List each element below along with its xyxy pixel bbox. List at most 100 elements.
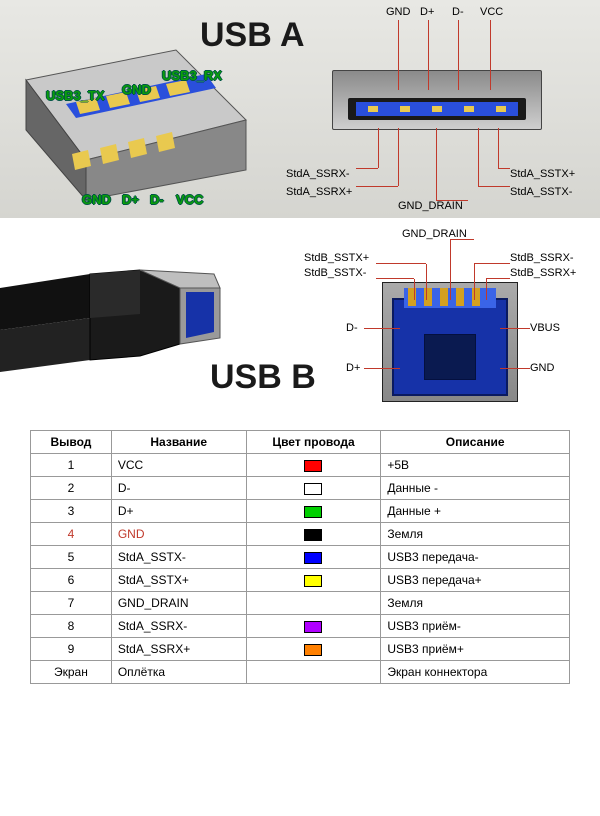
cell-color xyxy=(246,615,381,638)
color-swatch xyxy=(304,506,322,518)
lead-line xyxy=(356,168,378,169)
table-row: 5StdA_SSTX- USB3 передача- xyxy=(31,546,570,569)
port-b-top-label: StdB_SSRX+ xyxy=(510,267,576,279)
cell-desc: Данные + xyxy=(381,500,570,523)
lead-line xyxy=(478,128,479,186)
usb-b-plug-diagram xyxy=(0,268,260,378)
cell-pin: 3 xyxy=(31,500,112,523)
table-row: 6StdA_SSTX+ USB3 передача+ xyxy=(31,569,570,592)
table-body: 1VCC+5В2D-Данные -3D+Данные +4GNDЗемля5S… xyxy=(31,454,570,684)
lead-line xyxy=(486,279,487,300)
port-b-pin xyxy=(456,288,464,306)
cell-desc: USB3 передача+ xyxy=(381,569,570,592)
lead-line xyxy=(500,368,530,369)
table-row: 9StdA_SSRX+ USB3 приём+ xyxy=(31,638,570,661)
lead-line xyxy=(474,264,475,300)
cell-color xyxy=(246,661,381,684)
cell-pin: 7 xyxy=(31,592,112,615)
cell-color xyxy=(246,569,381,592)
port-a-top-label: D- xyxy=(452,6,464,18)
usb-a-port-diagram xyxy=(332,70,542,170)
table-header-cell: Цвет провода xyxy=(246,431,381,454)
cell-name: D- xyxy=(111,477,246,500)
lead-line xyxy=(378,128,379,168)
cell-name: GND_DRAIN xyxy=(111,592,246,615)
lead-line xyxy=(428,20,429,90)
cell-color xyxy=(246,454,381,477)
lead-line xyxy=(414,279,415,300)
plug-a-label: D+ xyxy=(122,192,139,207)
lead-line xyxy=(356,186,398,187)
usb-b-panel: USB B StdB_SSTX-StdB_SSTX+GND_DRAINStdB_… xyxy=(0,218,600,408)
cell-color xyxy=(246,500,381,523)
port-b-pin xyxy=(440,288,448,306)
table-row: 4GNDЗемля xyxy=(31,523,570,546)
table-header-cell: Вывод xyxy=(31,431,112,454)
cell-name: Оплётка xyxy=(111,661,246,684)
lead-line xyxy=(474,263,510,264)
lead-line xyxy=(426,264,427,300)
lead-line xyxy=(364,328,400,329)
plug-a-label: USB3_TX xyxy=(46,88,105,103)
port-a-pin xyxy=(496,106,506,112)
cell-pin: 9 xyxy=(31,638,112,661)
port-a-pin xyxy=(400,106,410,112)
port-a-bottom-label: StdA_SSTX- xyxy=(510,186,572,198)
cell-name: StdA_SSRX+ xyxy=(111,638,246,661)
table-header-cell: Название xyxy=(111,431,246,454)
table-row: 8StdA_SSRX-USB3 приём- xyxy=(31,615,570,638)
lead-line xyxy=(450,239,474,240)
lead-line xyxy=(376,278,414,279)
port-b-top-label: StdB_SSRX- xyxy=(510,252,574,264)
cell-name: StdA_SSTX+ xyxy=(111,569,246,592)
port-a-pin xyxy=(432,106,442,112)
plug-a-label: GND xyxy=(82,192,111,207)
port-b-top-label: StdB_SSTX+ xyxy=(304,252,369,264)
lead-line xyxy=(500,328,530,329)
lead-line xyxy=(498,128,499,168)
port-a-top-label: GND xyxy=(386,6,410,18)
table-row: 2D-Данные - xyxy=(31,477,570,500)
lead-line xyxy=(490,20,491,90)
cell-pin: 5 xyxy=(31,546,112,569)
cell-color xyxy=(246,592,381,615)
lead-line xyxy=(498,168,510,169)
cell-pin: Экран xyxy=(31,661,112,684)
lead-line xyxy=(458,20,459,90)
port-a-pin xyxy=(464,106,474,112)
color-swatch xyxy=(304,460,322,472)
color-swatch xyxy=(304,644,322,656)
cell-desc: USB3 передача- xyxy=(381,546,570,569)
color-swatch xyxy=(304,483,322,495)
table-row: 7GND_DRAIN Земля xyxy=(31,592,570,615)
lead-line xyxy=(436,200,468,201)
cell-desc: +5В xyxy=(381,454,570,477)
port-a-top-label: VCC xyxy=(480,6,503,18)
usb-a-panel: USB A USB3_TXGNDUSB3_RXGNDD+D-VCC GNDD+D… xyxy=(0,0,600,218)
color-swatch xyxy=(304,552,322,564)
port-a-bottom-label: StdA_SSTX+ xyxy=(510,168,575,180)
cell-pin: 4 xyxy=(31,523,112,546)
cell-desc: USB3 приём+ xyxy=(381,638,570,661)
cell-name: StdA_SSTX- xyxy=(111,546,246,569)
table-header-cell: Описание xyxy=(381,431,570,454)
cell-desc: Земля xyxy=(381,523,570,546)
cell-pin: 8 xyxy=(31,615,112,638)
pinout-table-wrap: ВыводНазваниеЦвет проводаОписание 1VCC+5… xyxy=(30,430,570,684)
color-swatch xyxy=(304,621,322,633)
port-b-top-label: StdB_SSTX- xyxy=(304,267,366,279)
lead-line xyxy=(436,128,437,200)
port-a-bottom-label: StdA_SSRX+ xyxy=(286,186,352,198)
lead-line xyxy=(398,20,399,90)
lead-line xyxy=(478,186,510,187)
cell-color xyxy=(246,638,381,661)
cell-color xyxy=(246,546,381,569)
cell-name: D+ xyxy=(111,500,246,523)
plug-a-label: VCC xyxy=(176,192,203,207)
table-header-row: ВыводНазваниеЦвет проводаОписание xyxy=(31,431,570,454)
cell-pin: 2 xyxy=(31,477,112,500)
port-a-bottom-label: GND_DRAIN xyxy=(398,200,463,212)
lead-line xyxy=(486,278,510,279)
cell-name: StdA_SSRX- xyxy=(111,615,246,638)
cell-pin: 6 xyxy=(31,569,112,592)
